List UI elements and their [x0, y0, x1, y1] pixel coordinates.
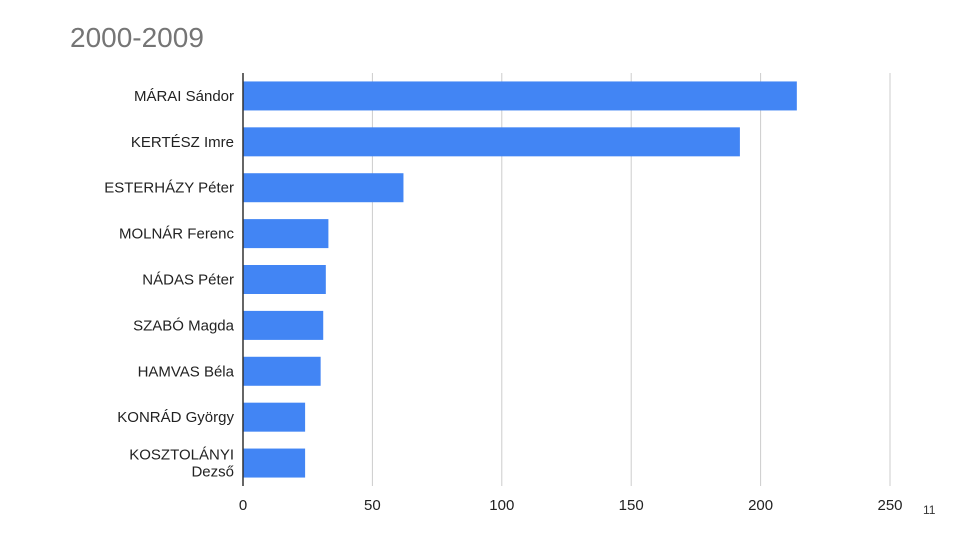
bar: [243, 265, 326, 294]
bar: [243, 448, 306, 478]
x-tick-label: 250: [877, 497, 902, 514]
category-label-line: KONRÁD György: [117, 409, 234, 426]
x-tick-label: 50: [364, 497, 381, 514]
bar: [243, 173, 404, 203]
category-label: ESTERHÁZY Péter: [104, 180, 234, 197]
category-label-line: SZABÓ Magda: [133, 317, 235, 334]
category-label-line: ESTERHÁZY Péter: [104, 180, 234, 197]
bar: [243, 219, 329, 249]
category-label: MÁRAI Sándor: [134, 88, 234, 105]
x-tick-label: 150: [619, 497, 644, 514]
x-tick-label: 0: [239, 497, 247, 514]
bar: [243, 356, 321, 386]
category-label-line: NÁDAS Péter: [142, 272, 234, 289]
x-tick-label: 100: [489, 497, 514, 514]
category-label-line: HAMVAS Béla: [138, 363, 235, 380]
category-label: HAMVAS Béla: [138, 363, 235, 380]
x-tick-label: 200: [748, 497, 773, 514]
labels: 0 50 100 150 200 250 MÁRAI Sándor KERTÉSZ Imre E…: [104, 88, 902, 514]
bar: [243, 127, 740, 157]
category-label-line: MÁRAI Sándor: [134, 88, 234, 105]
category-label: MOLNÁR Ferenc: [119, 226, 235, 243]
category-label-line: KOSZTOLÁNYI: [129, 447, 234, 464]
category-label-line: MOLNÁR Ferenc: [119, 226, 235, 243]
slide-number: 11: [923, 503, 936, 517]
bars: [243, 81, 797, 478]
category-label: KERTÉSZ Imre: [131, 134, 234, 151]
category-label: NÁDAS Péter: [142, 272, 234, 289]
bar: [243, 310, 324, 340]
category-label-line: Dezső: [191, 464, 234, 481]
category-label: SZABÓ Magda: [133, 317, 235, 334]
bar: [243, 402, 306, 432]
bar: [243, 81, 797, 111]
category-label: KONRÁD György: [117, 409, 234, 426]
slide-title: 2000-2009: [70, 22, 204, 53]
category-label: KOSZTOLÁNYI Dezső: [129, 447, 234, 481]
category-label-line: KERTÉSZ Imre: [131, 134, 234, 151]
